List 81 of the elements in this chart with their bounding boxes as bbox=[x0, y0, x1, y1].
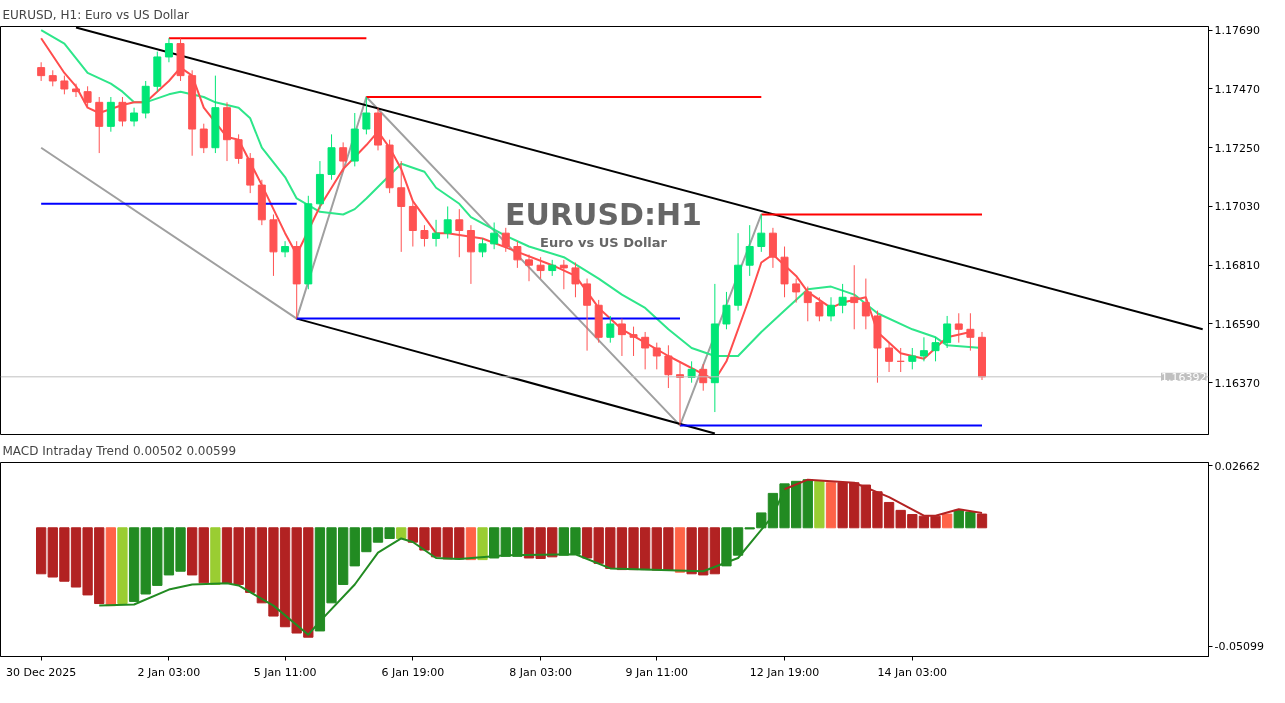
bar bbox=[942, 513, 953, 529]
y-tick-label: 1.16810 bbox=[1214, 259, 1260, 273]
candlestick bbox=[130, 107, 139, 127]
candlestick bbox=[629, 326, 638, 357]
x-tick-label: 8 Jan 03:00 bbox=[509, 665, 572, 679]
candlestick bbox=[501, 227, 510, 253]
candlestick bbox=[339, 141, 348, 173]
x-tick-label: 30 Dec 2025 bbox=[6, 665, 77, 679]
y-tick-label: -0.05099 bbox=[1214, 640, 1264, 654]
candlestick bbox=[919, 336, 928, 362]
candlestick bbox=[164, 37, 173, 63]
y-tick-label: 1.16370 bbox=[1214, 376, 1260, 390]
bar bbox=[814, 480, 825, 529]
candlestick bbox=[118, 96, 127, 127]
x-tick-label: 2 Jan 03:00 bbox=[137, 665, 201, 679]
candlestick bbox=[931, 336, 940, 362]
y-tick-label: 1.17030 bbox=[1214, 200, 1260, 214]
bar bbox=[210, 527, 221, 585]
candlestick bbox=[722, 291, 731, 330]
bar bbox=[105, 527, 116, 607]
candlestick bbox=[838, 283, 847, 314]
candlestick bbox=[792, 278, 801, 304]
candlestick bbox=[954, 312, 963, 344]
candlestick bbox=[455, 208, 464, 258]
candlestick bbox=[861, 278, 870, 330]
bar bbox=[396, 527, 407, 539]
y-tick-label: 0.02662 bbox=[1214, 459, 1260, 473]
candlestick bbox=[908, 347, 917, 370]
candlestick bbox=[617, 318, 626, 357]
candlestick bbox=[525, 254, 533, 282]
y-tick-label: 1.16590 bbox=[1214, 317, 1260, 331]
ref-line-label: 1.16392 bbox=[1161, 370, 1207, 384]
bar bbox=[825, 482, 837, 529]
candlestick bbox=[757, 213, 766, 253]
candlestick bbox=[83, 85, 92, 109]
candlestick bbox=[571, 262, 580, 298]
candlestick bbox=[745, 224, 754, 277]
candlestick bbox=[420, 224, 429, 248]
line-series bbox=[40, 95, 763, 427]
candlestick bbox=[234, 133, 243, 165]
x-tick-label: 14 Jan 03:00 bbox=[877, 665, 948, 679]
candlestick bbox=[443, 205, 452, 240]
chart-title: MACD Intraday Trend 0.00502 0.00599 bbox=[2, 443, 237, 458]
x-tick-label: 6 Jan 19:00 bbox=[381, 665, 445, 679]
candlestick bbox=[490, 221, 499, 250]
bar bbox=[465, 527, 477, 561]
y-tick-label: 1.17250 bbox=[1214, 141, 1260, 155]
candlestick bbox=[513, 240, 522, 269]
bar bbox=[674, 527, 686, 573]
x-tick-label: 5 Jan 11:00 bbox=[253, 665, 317, 679]
candlestick bbox=[478, 238, 487, 258]
candlestick bbox=[199, 123, 208, 154]
candlestick bbox=[432, 219, 441, 248]
candlestick bbox=[641, 331, 650, 370]
y-tick-label: 1.17690 bbox=[1214, 24, 1260, 38]
candlestick bbox=[466, 224, 475, 285]
candlestick bbox=[885, 342, 894, 373]
candlestick bbox=[827, 296, 835, 322]
candlestick bbox=[803, 286, 812, 322]
candlestick bbox=[37, 61, 46, 82]
candlestick bbox=[60, 75, 69, 95]
candlestick bbox=[815, 296, 824, 322]
candlestick bbox=[559, 259, 568, 290]
candlestick bbox=[72, 83, 80, 98]
candlestick bbox=[583, 278, 592, 352]
x-tick-label: 12 Jan 19:00 bbox=[749, 665, 820, 679]
annotation: EURUSD:H1 bbox=[505, 196, 702, 232]
x-tick-label: 9 Jan 11:00 bbox=[625, 665, 689, 679]
candlestick bbox=[606, 315, 615, 344]
candlestick bbox=[943, 315, 952, 349]
chart-title: EURUSD, H1: Euro vs US Dollar bbox=[2, 7, 189, 22]
candlestick bbox=[536, 256, 545, 280]
candlestick bbox=[281, 240, 290, 258]
y-tick-label: 1.17470 bbox=[1214, 82, 1260, 96]
bar bbox=[477, 527, 488, 561]
candlestick bbox=[397, 160, 406, 253]
annotation: Euro vs US Dollar bbox=[540, 234, 668, 250]
candlestick bbox=[362, 96, 371, 135]
candlestick bbox=[652, 342, 661, 370]
bar bbox=[117, 527, 128, 605]
candlestick bbox=[850, 264, 859, 330]
